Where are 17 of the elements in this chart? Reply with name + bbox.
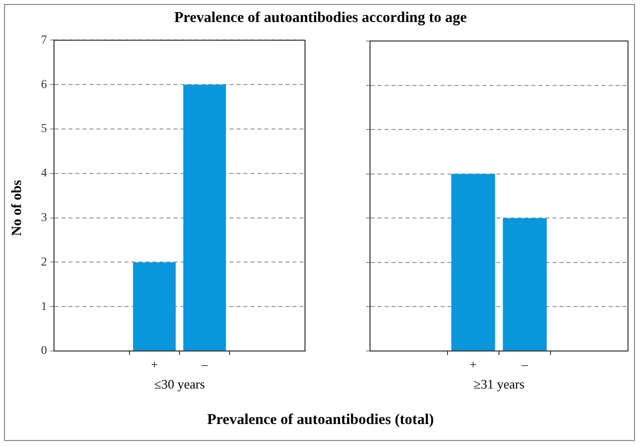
- x-axis-title: ≤30 years: [154, 376, 205, 392]
- x-tick-label: +: [470, 357, 477, 372]
- y-tick-label: 3: [41, 210, 47, 224]
- y-tick-label: 4: [41, 166, 47, 180]
- text: Prevalence of autoantibodies according to age: [173, 10, 468, 27]
- y-axis-title: No of obs: [10, 179, 26, 238]
- x-tick-label: +: [151, 357, 158, 372]
- y-tick-label: 2: [41, 254, 47, 268]
- y-tick-label: 1: [41, 298, 47, 313]
- y-tick-label: 5: [41, 121, 47, 136]
- y-tick-label: 6: [41, 76, 47, 91]
- y-tick-label: 0: [41, 343, 47, 358]
- x-tick-label: –: [520, 357, 529, 372]
- x-tick-label: –: [200, 357, 209, 372]
- text: Prevalence of autoantibodies (total): [206, 412, 435, 429]
- x-axis-title: ≥31 years: [474, 376, 524, 392]
- y-tick-label: 7: [41, 32, 47, 46]
